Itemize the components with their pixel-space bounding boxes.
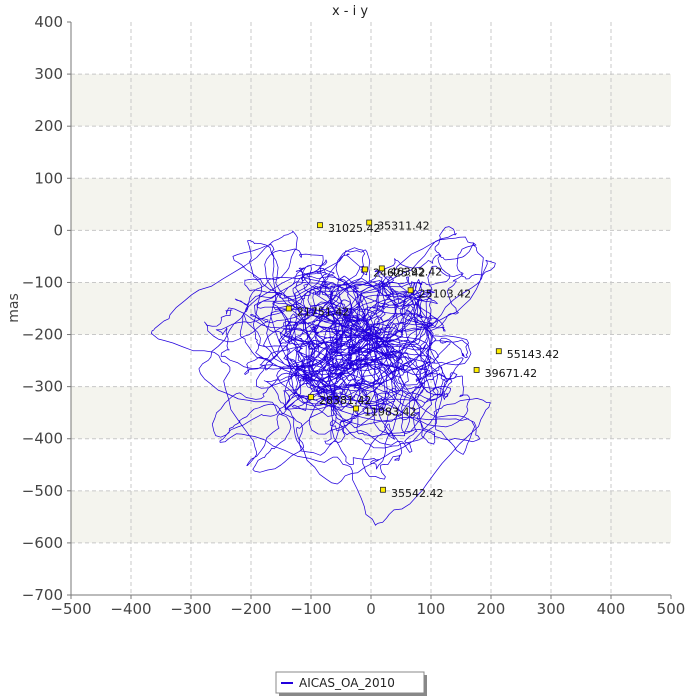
annotation-label: 25103.42 [419,287,472,300]
x-tick-label: −400 [110,600,151,618]
legend-box [275,671,425,694]
annotation-marker [473,367,480,373]
x-tick-label: −300 [170,600,211,618]
y-tick-label: −500 [22,482,63,500]
annotation-label: 46392.42 [390,265,443,278]
series-layer [150,226,496,526]
annotation-label: 39671.42 [485,367,537,380]
annotation-label: 28381.42 [319,394,372,407]
annotation-label: 55143.42 [507,348,560,361]
x-tick-label: 300 [537,600,566,618]
x-tick-label: 500 [657,600,686,618]
x-tick-label: −200 [230,600,271,618]
legend-label: AICAS_OA_2010 [299,676,395,690]
y-tick-label: −200 [22,326,63,344]
annotation-marker [380,486,386,493]
annotation-marker [378,265,385,272]
y-tick-label: 300 [34,65,63,83]
annotation-marker [495,348,502,355]
axes [67,21,672,599]
y-tick-label: −100 [22,273,63,291]
x-tick-label: −100 [290,600,331,618]
x-tick-label: 400 [597,600,626,618]
x-tick-label: 0 [366,600,376,618]
chart-title: x - i y [332,4,368,19]
annotation-marker [285,305,292,312]
grid-lines [71,22,671,595]
annotation-marker [317,222,323,229]
x-tick-label: 100 [417,600,446,618]
annotation-label: 24625.42 [373,266,426,279]
x-tick-label: 200 [477,600,506,618]
y-tick-label: −700 [22,586,63,604]
y-tick-label: 400 [34,13,63,31]
annotation-marker [362,266,368,273]
x-tick-label: −500 [50,600,91,618]
annotation-marker [407,287,414,294]
annotation-label: 31025.42 [328,222,381,235]
annotation-marker [353,405,359,412]
annotation-marker [308,394,314,400]
y-tick-label: −600 [22,534,63,552]
series-line [150,226,496,526]
annotation-label: 21751.42 [297,306,350,319]
y-tick-label: −400 [22,430,63,448]
y-tick-label: −300 [22,378,63,396]
y-tick-label: 100 [34,169,63,187]
annotation-label: 35311.42 [377,220,430,233]
y-tick-labels: 400 300 200 100 0 −100 −200 −300 −400 −500 −600 −70… [22,13,63,604]
y-axis-title: mas [6,293,22,323]
annotation-label: 35542.42 [391,487,444,500]
annotation-marker [366,219,373,226]
y-tick-label: 0 [53,221,63,239]
y-tick-label: 200 [34,117,63,135]
x-tick-labels: −500 −400 −300 −200 −100 0 100 200 300 400 500 [50,600,685,618]
annotation-label: 11983.42 [364,406,417,419]
legend: AICAS_OA_2010 [275,671,427,696]
